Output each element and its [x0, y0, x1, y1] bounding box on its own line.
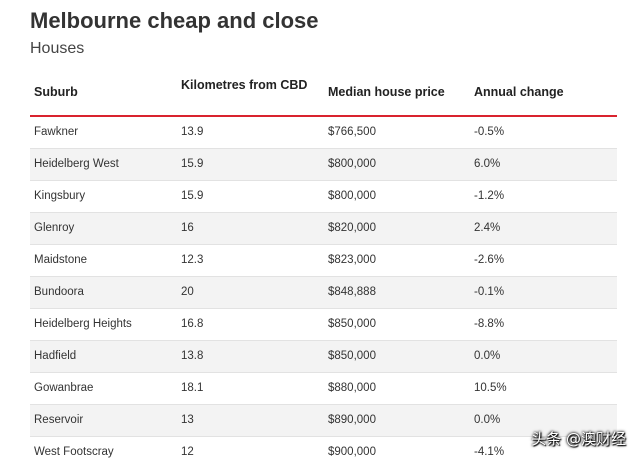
column-header-change: Annual change — [474, 85, 564, 99]
cell-price: $900,000 — [328, 446, 376, 458]
cell-distance: 18.1 — [181, 382, 204, 394]
table-row: Kingsbury 15.9 $800,000 -1.2% — [30, 181, 617, 213]
cell-distance: 12 — [181, 446, 194, 458]
cell-change: 6.0% — [474, 158, 501, 170]
column-header-suburb: Suburb — [34, 85, 78, 99]
cell-change: -8.8% — [474, 318, 505, 330]
cell-price: $850,000 — [328, 350, 376, 362]
cell-suburb: Hadfield — [34, 350, 77, 362]
table-row: Hadfield 13.8 $850,000 0.0% — [30, 341, 617, 373]
cell-distance: 13.9 — [181, 126, 204, 138]
cell-price: $766,500 — [328, 126, 376, 138]
cell-suburb: Fawkner — [34, 126, 79, 138]
table-row: Reservoir 13 $890,000 0.0% — [30, 405, 617, 437]
cell-change: -0.5% — [474, 126, 505, 138]
cell-price: $850,000 — [328, 318, 376, 330]
column-header-distance: Kilometres from CBD — [181, 78, 308, 92]
cell-suburb: Gowanbrae — [34, 382, 94, 394]
cell-distance: 16 — [181, 222, 194, 234]
cell-distance: 15.9 — [181, 190, 204, 202]
table-row: Glenroy 16 $820,000 2.4% — [30, 213, 617, 245]
table-row: Fawkner 13.9 $766,500 -0.5% — [30, 117, 617, 149]
page-title: Melbourne cheap and close — [30, 8, 319, 33]
cell-change: -0.1% — [474, 286, 505, 298]
cell-price: $800,000 — [328, 190, 376, 202]
cell-suburb: Kingsbury — [34, 190, 86, 202]
table-row: Heidelberg Heights 16.8 $850,000 -8.8% — [30, 309, 617, 341]
cell-suburb: Heidelberg Heights — [34, 318, 132, 330]
price-table: Suburb Kilometres from CBD Median house … — [30, 70, 617, 463]
cell-price: $820,000 — [328, 222, 376, 234]
table-row: Bundoora 20 $848,888 -0.1% — [30, 277, 617, 309]
cell-price: $880,000 — [328, 382, 376, 394]
cell-change: -2.6% — [474, 254, 505, 266]
cell-change: 2.4% — [474, 222, 501, 234]
cell-distance: 15.9 — [181, 158, 204, 170]
cell-change: 10.5% — [474, 382, 507, 394]
cell-suburb: Bundoora — [34, 286, 84, 298]
cell-suburb: Heidelberg West — [34, 158, 119, 170]
cell-change: -4.1% — [474, 446, 505, 458]
table-row: Heidelberg West 15.9 $800,000 6.0% — [30, 149, 617, 181]
cell-price: $848,888 — [328, 286, 376, 298]
column-header-price: Median house price — [328, 85, 445, 99]
cell-change: -1.2% — [474, 190, 505, 202]
cell-distance: 16.8 — [181, 318, 204, 330]
cell-distance: 20 — [181, 286, 194, 298]
watermark: 头条 @澳财经 — [531, 430, 626, 448]
cell-suburb: Reservoir — [34, 414, 84, 426]
table-header: Suburb Kilometres from CBD Median house … — [30, 70, 617, 117]
cell-suburb: Glenroy — [34, 222, 75, 234]
cell-price: $823,000 — [328, 254, 376, 266]
cell-price: $800,000 — [328, 158, 376, 170]
cell-distance: 13 — [181, 414, 194, 426]
table-row: Gowanbrae 18.1 $880,000 10.5% — [30, 373, 617, 405]
cell-suburb: Maidstone — [34, 254, 88, 266]
cell-distance: 12.3 — [181, 254, 204, 266]
cell-change: 0.0% — [474, 414, 501, 426]
cell-price: $890,000 — [328, 414, 376, 426]
table-row: West Footscray 12 $900,000 -4.1% — [30, 437, 617, 463]
cell-suburb: West Footscray — [34, 446, 114, 458]
table-row: Maidstone 12.3 $823,000 -2.6% — [30, 245, 617, 277]
page-subtitle: Houses — [30, 40, 85, 57]
cell-change: 0.0% — [474, 350, 501, 362]
cell-distance: 13.8 — [181, 350, 204, 362]
